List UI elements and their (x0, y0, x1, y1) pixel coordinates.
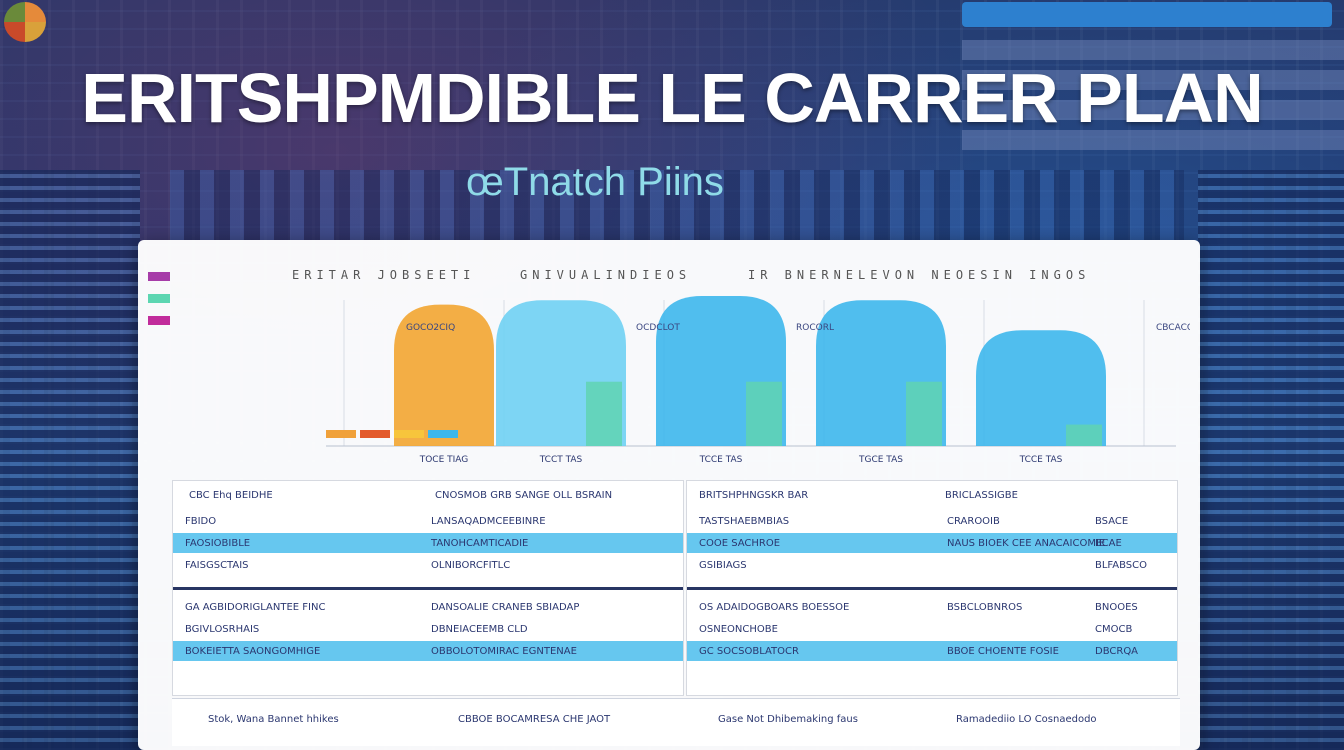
chart-bar (394, 304, 494, 446)
bottom-left-b: CBBOE BOCAMRESA CHE JAOT (458, 713, 611, 725)
chart-header-2: GNIVUALINDIEOS (520, 268, 692, 282)
bottom-row: Stok, Wana Bannet hhikes CBBOE BOCAMRESA… (172, 698, 1180, 746)
table-cell: BSACE (1095, 515, 1129, 527)
table-cell: TASTSHAEBMBIAS (699, 515, 790, 527)
left-divider (173, 587, 683, 590)
table-cell: BOKEIETTA SAONGOMHIGE (185, 645, 321, 657)
chart-legend-chip (428, 430, 458, 438)
table-cell: CMOCB (1095, 623, 1133, 635)
bottom-left-a: Stok, Wana Bannet hhikes (208, 713, 339, 725)
table-cell: DANSOALIE CRANEB SBIADAP (431, 601, 580, 613)
table-cell: OBBOLOTOMIRAC EGNTENAE (431, 645, 577, 657)
left-header-col1: CBC Ehq BEIDHE (189, 489, 273, 501)
left-header-col2: CNOSMOB GRB SANGE OLL BSRAIN (435, 489, 613, 501)
table-cell: BGIVLOSRHAIS (185, 623, 260, 635)
top-decor-stripes (962, 40, 1344, 160)
table-cell: FAOSIOBIBLE (185, 537, 251, 549)
table-row[interactable]: FAISGSCTAIS OLNIBORCFITLC (173, 555, 683, 575)
chart-bar (976, 330, 1106, 446)
x-tick-label: TCCE TAS (1019, 455, 1063, 465)
legend-swatch-magenta (148, 316, 170, 325)
table-cell: FAISGSCTAIS (185, 559, 249, 571)
background-tiles-right (1198, 170, 1344, 750)
table-cell: OLNIBORCFITLC (431, 559, 511, 571)
chart-annotation: CBCACOOSFA (1156, 323, 1190, 333)
bottom-right-a: Gase Not Dhibemaking faus (718, 713, 858, 725)
chart-bar-secondary (586, 381, 622, 446)
x-tick-label: TOCE TIAG (419, 455, 469, 465)
right-divider (687, 587, 1177, 590)
chart-annotation: OCDCLOT (636, 323, 680, 333)
table-row[interactable]: COOE SACHROE NAUS BIOEK CEE ANACAICOMIE BC… (687, 533, 1177, 553)
left-table: CBC Ehq BEIDHE CNOSMOB GRB SANGE OLL BSR… (172, 480, 684, 696)
table-cell: CRAROOIB (947, 515, 1000, 527)
page-title: ERITSHPMDIBLE LE CARRER PLAN (81, 59, 1263, 137)
chart-bar-secondary (1066, 424, 1102, 446)
brand-logo-icon (4, 2, 46, 42)
table-cell: BBOE CHOENTE FOSIE (947, 645, 1059, 657)
chart-legend-chip (394, 430, 424, 438)
bottom-row-content: Stok, Wana Bannet hhikes CBBOE BOCAMRESA… (172, 709, 1180, 729)
x-tick-label: TCCT TAS (539, 455, 583, 465)
x-tick-label: TGCE TAS (858, 455, 903, 465)
table-cell: GA AGBIDORIGLANTEE FINC (185, 601, 326, 613)
background-tiles-left (0, 170, 140, 750)
background-glow (170, 170, 1184, 240)
chart-legend-chip (360, 430, 390, 438)
table-cell: FBIDO (185, 515, 217, 527)
dashboard-panel: ERITAR JOBSEETI GNIVUALINDIEOS IR BNERNE… (138, 240, 1200, 750)
legend-swatch-purple (148, 272, 170, 281)
table-row[interactable]: GSIBIAGS BLFABSCO (687, 555, 1177, 575)
table-cell: BNOOES (1095, 601, 1138, 613)
table-row[interactable]: FBIDO LANSAQADMCEEBINRE (173, 511, 683, 531)
right-header-col2: BRICLASSIGBE (945, 489, 1018, 501)
table-cell: GC SOCSOBLATOCR (699, 645, 799, 657)
table-cell: OS ADAIDOGBOARS BOESSOE (699, 601, 850, 613)
table-cell: DBNEIACEEMB CLD (431, 623, 528, 635)
table-row[interactable]: TASTSHAEBMBIAS CRAROOIB BSACE (687, 511, 1177, 531)
table-cell: LANSAQADMCEEBINRE (431, 515, 546, 527)
chart-header-3: IR BNERNELEVON NEOESIN INGOS (748, 268, 1091, 282)
right-table: BRITSHPHNGSKR BAR BRICLASSIGBE TASTSHAEB… (686, 480, 1178, 696)
table-cell: BLFABSCO (1095, 559, 1147, 571)
table-cell: GSIBIAGS (699, 559, 747, 571)
page-subtitle: œTnatch Piins (466, 160, 724, 204)
table-cell: DBCRQA (1095, 645, 1139, 657)
chart-bar-secondary (906, 381, 942, 446)
chart-annotation: GOCO2CIQ (406, 323, 455, 333)
right-header-col1: BRITSHPHNGSKR BAR (699, 489, 809, 501)
chart-legend-chip (326, 430, 356, 438)
table-cell: COOE SACHROE (699, 537, 781, 549)
table-row[interactable]: OSNEONCHOBE CMOCB (687, 619, 1177, 639)
chart-annotation: ROCORL (796, 323, 834, 333)
table-row[interactable]: BOKEIETTA SAONGOMHIGE OBBOLOTOMIRAC EGNTE… (173, 641, 683, 661)
table-row[interactable]: FAOSIOBIBLE TANOHCAMTICADIE (173, 533, 683, 553)
table-cell: BSBCLOBNROS (947, 601, 1023, 613)
left-table-header: CBC Ehq BEIDHE CNOSMOB GRB SANGE OLL BSR… (173, 485, 683, 505)
bar-chart: TOCE TIAG TCCT TAS TCCE TAS TGCE TAS TCCE TA… (176, 260, 1190, 492)
top-decor-bar (962, 2, 1332, 27)
x-tick-label: TCCE TAS (699, 455, 743, 465)
table-cell: NAUS BIOEK CEE ANACAICOMIE (947, 537, 1106, 549)
table-cell: BCAE (1095, 537, 1122, 549)
bottom-right-b: Ramadediio LO Cosnaedodo (956, 713, 1097, 725)
table-row[interactable]: GA AGBIDORIGLANTEE FINC DANSOALIE CRANEB … (173, 597, 683, 617)
table-cell: OSNEONCHOBE (699, 623, 778, 635)
chart-header-1: ERITAR JOBSEETI (292, 268, 476, 282)
table-cell: TANOHCAMTICADIE (431, 537, 529, 549)
bar-chart-svg: TOCE TIAG TCCT TAS TCCE TAS TGCE TAS TCCE TA… (326, 296, 1190, 465)
table-row[interactable]: GC SOCSOBLATOCR BBOE CHOENTE FOSIE DBCRQA (687, 641, 1177, 661)
legend-swatch-teal (148, 294, 170, 303)
table-row[interactable]: BGIVLOSRHAIS DBNEIACEEMB CLD (173, 619, 683, 639)
chart-bar-secondary (746, 381, 782, 446)
right-table-header: BRITSHPHNGSKR BAR BRICLASSIGBE (687, 485, 1177, 505)
table-row[interactable]: OS ADAIDOGBOARS BOESSOE BSBCLOBNROS BNOOES (687, 597, 1177, 617)
